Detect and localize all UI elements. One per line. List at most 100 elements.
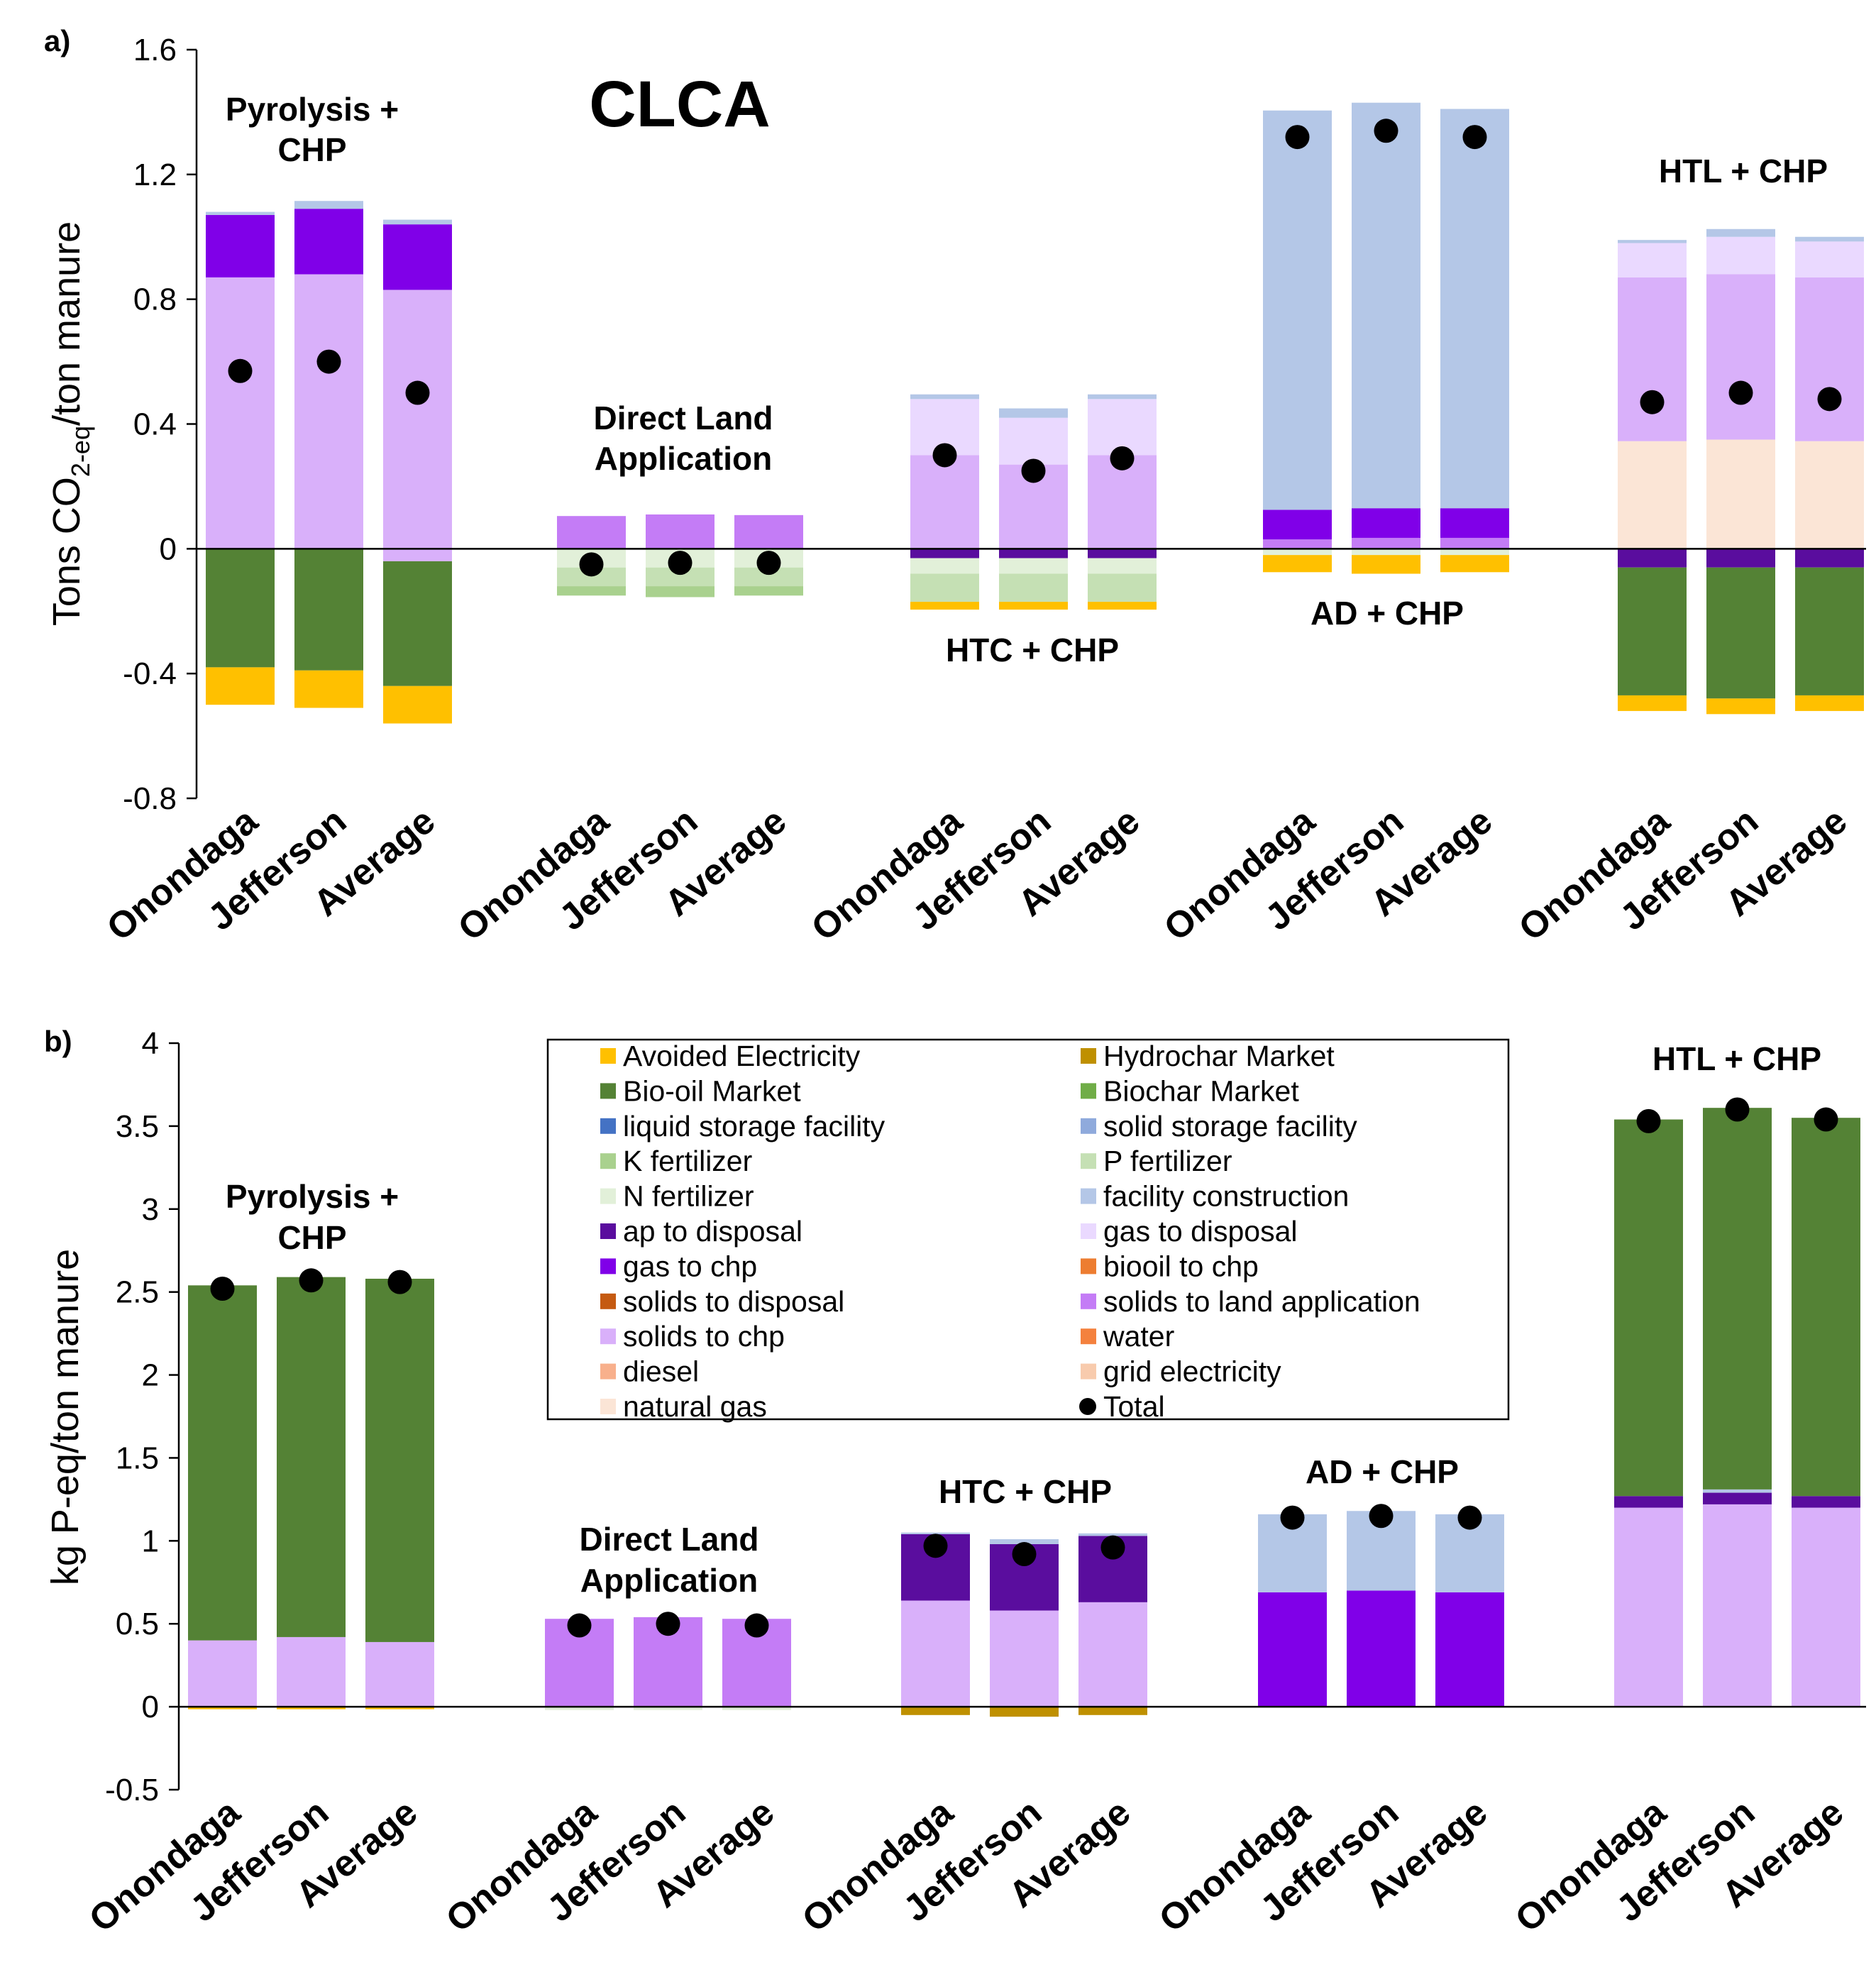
total-marker <box>387 1270 412 1294</box>
bar-segment-n-fertilizer <box>999 558 1068 574</box>
y-tick-label: -0.4 <box>123 656 177 691</box>
bar-segment-n-fertilizer <box>1440 549 1509 556</box>
total-marker <box>316 349 341 374</box>
bar-segment-ap-to-disposal <box>1703 1492 1772 1504</box>
bar-segment-bio-oil-market <box>1618 567 1687 695</box>
legend-swatch <box>1081 1118 1096 1134</box>
legend-swatch <box>600 1258 616 1274</box>
legend-swatch <box>1081 1328 1096 1345</box>
bar-segment-solids-to-chp <box>277 1636 346 1707</box>
y-tick-label: 1 <box>142 1524 159 1558</box>
bar-segment-solids-to-chp <box>1618 277 1687 441</box>
group-label: HTL + CHP <box>1659 153 1828 189</box>
group-label: HTC + CHP <box>946 632 1119 668</box>
y-tick-label: 3.5 <box>116 1109 159 1144</box>
bar-segment-natural-gas <box>1706 439 1775 549</box>
group-label: HTL + CHP <box>1652 1040 1821 1077</box>
bar-segment-bio-oil-market <box>1792 1118 1860 1497</box>
legend: Avoided Electricity Hydrochar Market Bio-o… <box>546 1038 1510 1423</box>
bar-segment-facility-construction <box>1088 394 1157 400</box>
total-marker <box>744 1613 769 1638</box>
legend-swatch <box>600 1118 616 1134</box>
total-marker <box>1462 125 1487 150</box>
bar-segment-facility-construction <box>1440 109 1509 509</box>
bar-segment-avoided-electricity <box>294 670 363 708</box>
bar-segment-solids-to-chp <box>1614 1507 1683 1707</box>
bar-segment-solids-to-chp <box>1088 455 1157 549</box>
y-tick-label: 0.4 <box>133 407 177 442</box>
total-marker <box>668 551 693 576</box>
bar-segment-gas-to-disposal <box>1618 243 1687 277</box>
legend-label: biooil to chp <box>1103 1250 1259 1282</box>
total-marker <box>1640 390 1665 414</box>
bar-segment-bio-oil-market <box>277 1277 346 1637</box>
bar-segment-n-fertilizer <box>1263 549 1332 556</box>
legend-swatch <box>1079 1398 1096 1415</box>
legend-label: ap to disposal <box>623 1215 802 1248</box>
bar-segment-k-fertilizer <box>557 586 626 596</box>
bar-segment-k-fertilizer <box>734 586 803 596</box>
bar-segment-gas-to-chp <box>294 209 363 275</box>
bar-segment-gas-to-chp <box>1352 508 1420 538</box>
bar-segment-avoided-electricity <box>1352 555 1420 574</box>
bar-segment-solids-to-chp <box>383 549 452 561</box>
bar-segment-facility-construction <box>383 219 452 225</box>
bar-segment-solids-to-land-application <box>557 516 626 549</box>
y-tick-label: -0.5 <box>105 1773 159 1807</box>
legend-swatch <box>600 1153 616 1169</box>
bar-segment-avoided-electricity <box>188 1707 257 1710</box>
y-tick-label: 0 <box>142 1690 159 1724</box>
bar-segment-ap-to-disposal <box>910 549 979 558</box>
bar-segment-bio-oil-market <box>1614 1119 1683 1497</box>
y-tick-label: 3 <box>142 1192 159 1227</box>
bar-segment-gas-to-disposal <box>1706 236 1775 275</box>
total-marker <box>405 380 430 405</box>
group-label: Pyrolysis + <box>226 1178 399 1215</box>
legend-label: gas to chp <box>623 1250 757 1282</box>
legend-label: N fertilizer <box>623 1180 754 1213</box>
y-tick-label: 2 <box>142 1358 159 1393</box>
legend-label: Total <box>1103 1390 1165 1423</box>
y-axis-label: Tons CO2-eq/ton manure <box>45 221 95 626</box>
bar-segment-n-fertilizer <box>910 558 979 574</box>
y-tick-label: 4 <box>142 1026 159 1061</box>
y-tick-label: -0.8 <box>123 781 177 816</box>
bar-segment-avoided-electricity <box>1795 695 1864 711</box>
legend-swatch <box>1081 1258 1096 1274</box>
bar-segment-solids-to-chp <box>383 290 452 549</box>
total-marker <box>567 1613 592 1638</box>
legend-label: liquid storage facility <box>623 1110 885 1143</box>
legend-swatch <box>600 1328 616 1345</box>
bar-segment-avoided-electricity <box>277 1707 346 1710</box>
chart-title: CLCA <box>589 68 771 141</box>
bar-segment-bio-oil-market <box>383 561 452 686</box>
bar-segment-solids-to-chp <box>365 1641 434 1707</box>
legend-label: Biochar Market <box>1103 1074 1299 1107</box>
bar-segment-ap-to-disposal <box>1706 549 1775 568</box>
legend-label: gas to disposal <box>1103 1215 1298 1248</box>
total-marker <box>228 358 253 383</box>
legend-label: grid electricity <box>1103 1355 1281 1388</box>
bar-segment-facility-construction <box>294 201 363 209</box>
bar-segment-n-fertilizer <box>634 1707 702 1710</box>
panel-label: a) <box>44 24 70 57</box>
bar-segment-avoided-electricity <box>1440 555 1509 573</box>
bar-segment-solids-to-chp <box>1703 1504 1772 1707</box>
bar-segment-gas-to-disposal <box>1795 241 1864 277</box>
bar-segment-gas-to-disposal <box>999 417 1068 465</box>
bar-segment-solids-to-land-application <box>1352 537 1420 549</box>
legend-label: P fertilizer <box>1103 1145 1232 1177</box>
legend-swatch <box>1081 1083 1096 1099</box>
total-marker <box>1369 1504 1394 1529</box>
bar-segment-avoided-electricity <box>1706 698 1775 715</box>
bar-segment-gas-to-chp <box>1440 508 1509 538</box>
legend-swatch <box>600 1363 616 1380</box>
bar-segment-bio-oil-market <box>1795 567 1864 695</box>
bar-segment-facility-construction <box>1703 1489 1772 1493</box>
group-label: AD + CHP <box>1306 1453 1459 1490</box>
bar-segment-p-fertilizer <box>910 573 979 602</box>
legend-swatch <box>600 1399 616 1414</box>
bar-segment-avoided-electricity <box>1618 695 1687 711</box>
group-label: Direct Land <box>593 400 773 436</box>
